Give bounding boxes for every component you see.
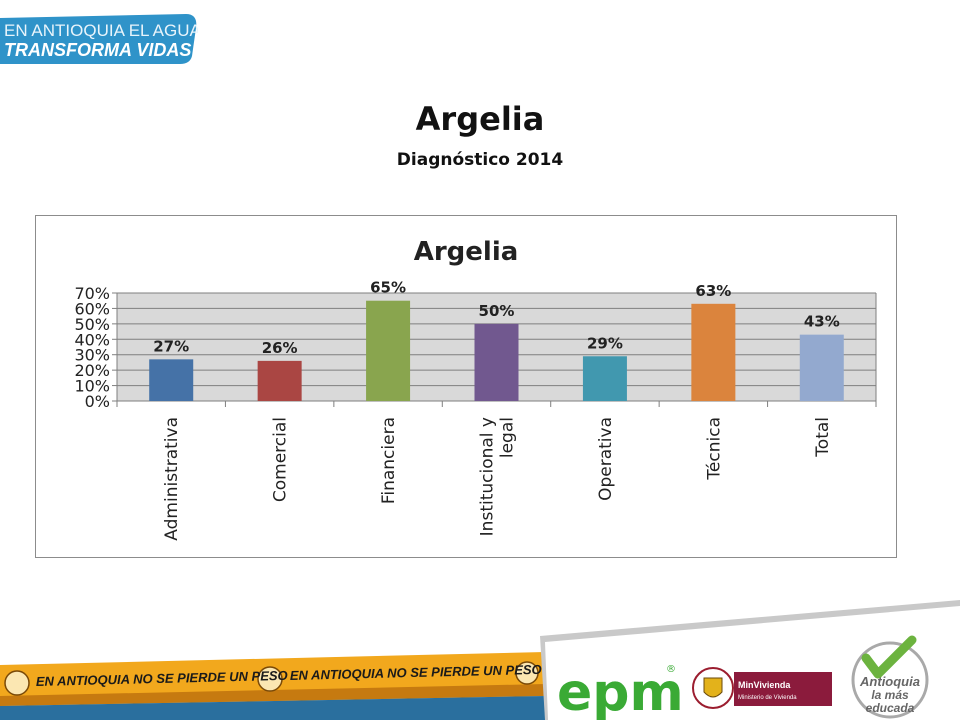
data-label: 65% <box>370 279 406 297</box>
x-tick-label: Administrativa <box>162 417 182 541</box>
chart-frame: Argelia 27% 26% 65% 50% 29% 63% 43% 0% 10% 20% 30… <box>35 215 897 558</box>
logo-line1: EN ANTIOQUIA EL AGUA <box>4 21 198 40</box>
epm-logo: epm <box>557 663 684 720</box>
x-tick-label-line: Operativa <box>596 417 616 501</box>
bar-t-cnica <box>691 303 736 401</box>
minvivienda-name: MinVivienda <box>738 680 791 690</box>
logo-line2: TRANSFORMA VIDAS <box>4 40 191 60</box>
y-tick-label: 20% <box>74 361 110 380</box>
x-tick-label-line: Total <box>813 417 833 458</box>
data-label: 29% <box>587 334 623 352</box>
checkmark-icon <box>861 635 917 679</box>
slide-subtitle: Diagnóstico 2014 <box>396 150 564 170</box>
x-tick-label-line: Técnica <box>704 417 724 481</box>
minvivienda-logo <box>734 672 832 706</box>
y-tick-label: 60% <box>74 299 110 318</box>
data-label: 63% <box>695 282 731 300</box>
edu-logo-line1: Antioquia <box>859 674 920 689</box>
chart-title: Argelia <box>414 237 519 267</box>
x-tick-label-line: legal <box>498 417 518 458</box>
bar-operativa <box>582 356 627 401</box>
x-tick-label-line: Comercial <box>271 417 291 502</box>
banner-bottom <box>0 696 545 720</box>
x-tick-label: Total <box>813 417 833 458</box>
minvivienda-sub: Ministerio de Vivienda <box>738 695 797 701</box>
x-tick-label-line: Financiera <box>379 417 399 504</box>
bar-administrativa <box>149 359 194 401</box>
slide-title: Argelia <box>415 100 545 138</box>
x-tick-label: Operativa <box>596 417 616 501</box>
x-tick-label: Técnica <box>704 417 724 481</box>
edu-logo-line2: la más <box>871 688 909 702</box>
y-tick-label: 50% <box>74 315 110 334</box>
y-tick-label: 30% <box>74 346 110 365</box>
bar-comercial <box>257 360 302 401</box>
bar-institucional-y-legal <box>474 323 519 401</box>
x-tick-label: Institucional y legal <box>478 417 518 536</box>
bar-financiera <box>366 300 411 401</box>
banner-strip <box>0 684 545 706</box>
x-tick-label-line: Institucional y <box>478 417 498 536</box>
banner-seal-icon <box>515 661 539 685</box>
banner-text-1: EN ANTIOQUIA NO SE PIERDE UN PESO <box>36 668 288 689</box>
y-tick-label: 70% <box>74 284 110 303</box>
data-label: 43% <box>804 313 840 331</box>
y-tick-label: 40% <box>74 330 110 349</box>
registered-icon: ® <box>666 664 676 675</box>
bar-total <box>799 334 844 401</box>
y-tick-label: 10% <box>74 377 110 396</box>
data-label: 50% <box>479 302 515 320</box>
footer-band: EN ANTIOQUIA NO SE PIERDE UN PESO EN ANT… <box>0 600 960 720</box>
data-label: 26% <box>262 339 298 357</box>
banner-text-2: EN ANTIOQUIA NO SE PIERDE UN PESO <box>290 662 542 683</box>
banner-seal-icon <box>4 670 30 696</box>
edu-logo-line3: educada <box>866 701 915 715</box>
x-tick-label: Comercial <box>271 417 291 502</box>
x-tick-label-line: Administrativa <box>162 417 182 541</box>
bar-chart: Argelia 27% 26% 65% 50% 29% 63% 43% 0%10%20%30… <box>74 237 877 541</box>
x-tick-label: Financiera <box>379 417 399 504</box>
data-label: 27% <box>153 337 189 355</box>
agua-transforma-vidas-logo: EN ANTIOQUIA EL AGUA TRANSFORMA VIDAS <box>0 14 198 64</box>
y-tick-label: 0% <box>85 392 110 411</box>
banner-seal-icon <box>257 666 283 692</box>
